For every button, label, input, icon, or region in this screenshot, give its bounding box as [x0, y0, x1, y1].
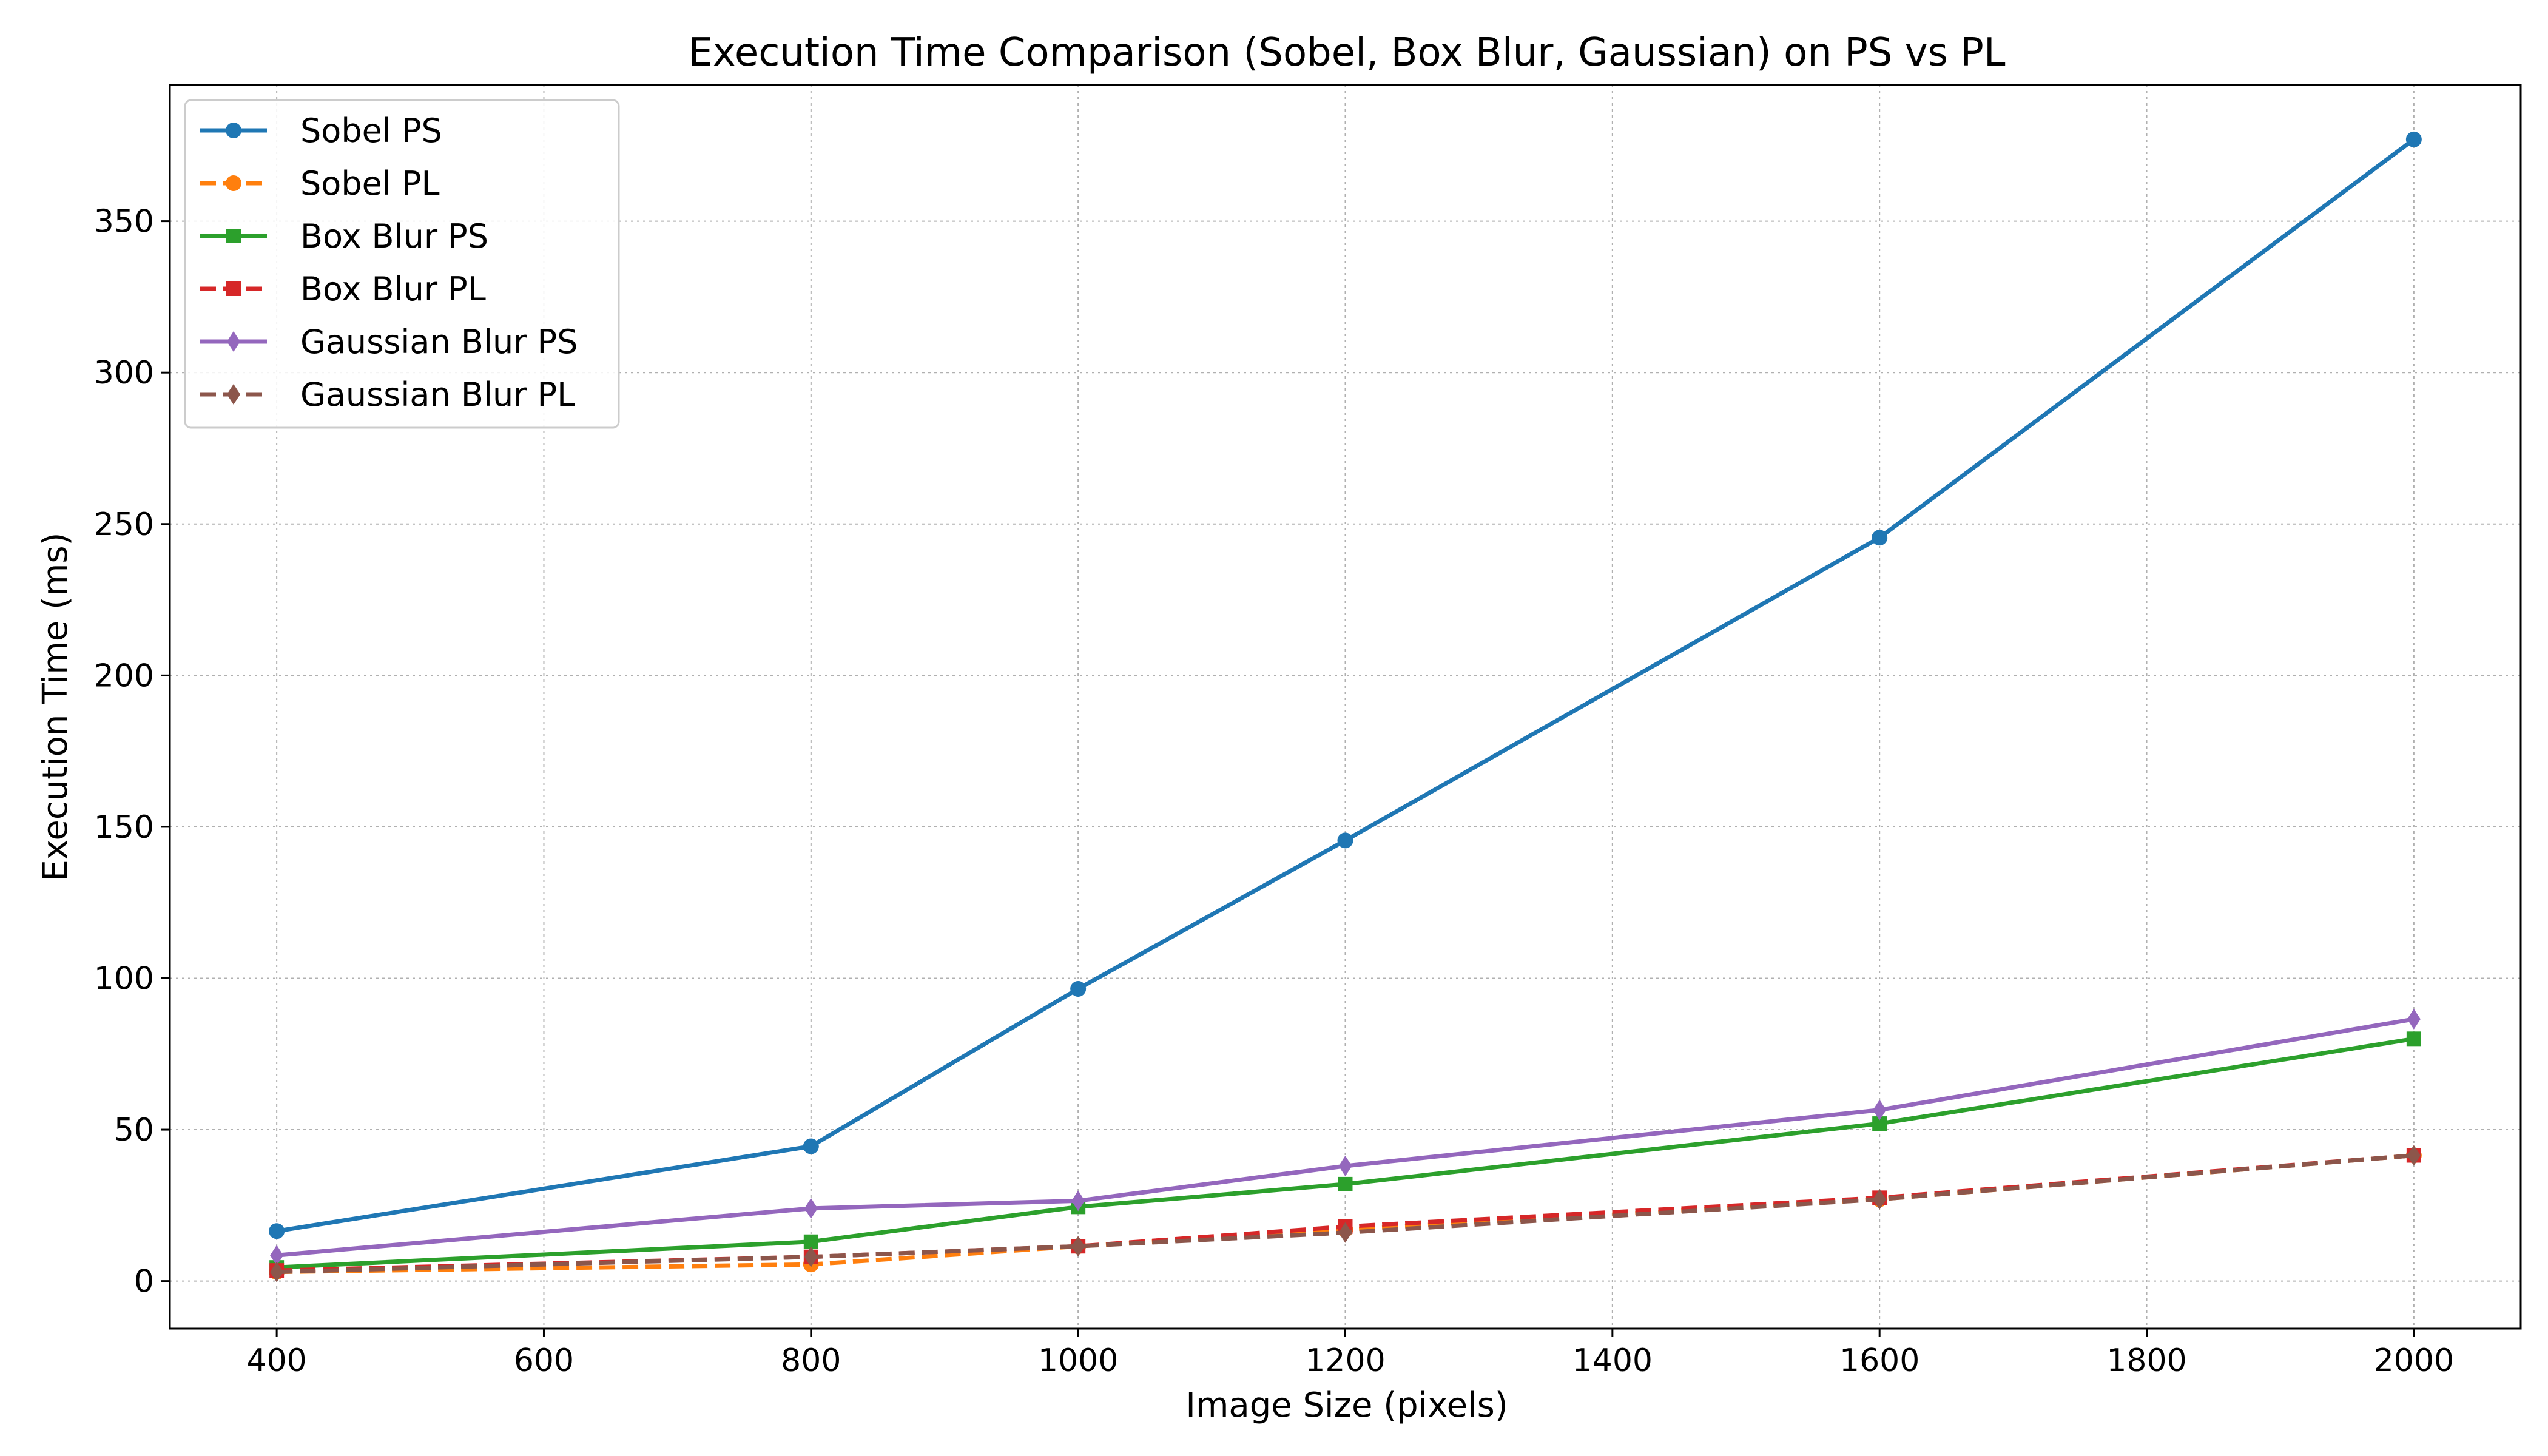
- data-point: [1071, 1190, 1085, 1212]
- data-point: [269, 1223, 285, 1239]
- data-point: [1338, 1155, 1352, 1176]
- data-point: [270, 1245, 284, 1266]
- data-point: [1873, 1188, 1887, 1210]
- x-tick-label: 600: [514, 1343, 574, 1379]
- legend-label: Box Blur PS: [300, 217, 488, 255]
- data-point: [1071, 1236, 1085, 1257]
- legend-marker: [226, 229, 241, 243]
- legend-marker: [227, 331, 240, 352]
- data-point: [1070, 980, 1087, 997]
- legend-item: Gaussian Blur PS: [200, 323, 578, 361]
- data-point: [2407, 1145, 2421, 1166]
- data-point: [1338, 1222, 1352, 1243]
- y-tick-label: 300: [94, 355, 154, 391]
- data-point: [1872, 530, 1888, 546]
- legend-item: Box Blur PS: [200, 217, 488, 255]
- data-point: [1337, 832, 1353, 849]
- x-tick-label: 2000: [2374, 1343, 2454, 1379]
- legend-label: Gaussian Blur PL: [300, 376, 575, 414]
- series-gaussian-blur-ps: [270, 1008, 2421, 1266]
- y-tick-label: 200: [94, 658, 154, 694]
- x-tick-label: 800: [781, 1343, 841, 1379]
- legend-item: Sobel PL: [200, 164, 440, 203]
- series-line: [276, 138, 2415, 1233]
- data-point: [804, 1246, 818, 1267]
- data-point: [1338, 1176, 1353, 1191]
- legend-item: Sobel PS: [200, 112, 442, 150]
- plot-area: [269, 131, 2422, 1282]
- legend: Sobel PS Sobel PL Box Blur PS Box Blur PL Ga…: [184, 99, 620, 429]
- legend-box: [184, 99, 620, 429]
- legend-label: Gaussian Blur PS: [300, 323, 578, 361]
- legend-label: Sobel PL: [300, 164, 440, 203]
- series-line: [276, 1017, 2415, 1258]
- data-point: [270, 1261, 284, 1282]
- y-axis-label: Execution Time (ms): [36, 533, 75, 881]
- series-gaussian-blur-pl: [270, 1145, 2421, 1282]
- series-line: [276, 1036, 2415, 1270]
- x-tick-label: 1600: [1839, 1343, 1919, 1379]
- legend-label: Box Blur PL: [300, 270, 486, 308]
- legend-marker: [227, 384, 240, 405]
- axis-ticks: 400 600 800 1000 1200 1400 1600 1800 2000 0 50 100 1…: [94, 204, 2454, 1379]
- legend-marker: [226, 281, 241, 296]
- y-tick-label: 250: [94, 507, 154, 543]
- legend-marker: [226, 123, 241, 138]
- y-tick-label: 0: [134, 1264, 154, 1300]
- legend-label: Sobel PS: [300, 112, 442, 150]
- legend-marker: [226, 175, 241, 191]
- data-point: [804, 1198, 818, 1219]
- y-tick-label: 100: [94, 960, 154, 997]
- series-line: [277, 1153, 2415, 1275]
- x-tick-label: 1400: [1572, 1343, 1653, 1379]
- data-point: [803, 1138, 819, 1154]
- x-tick-label: 400: [247, 1343, 307, 1379]
- x-tick-label: 1800: [2106, 1343, 2186, 1379]
- data-point: [2407, 1008, 2421, 1030]
- data-point: [2405, 131, 2422, 147]
- series-sobel-ps: [269, 131, 2422, 1239]
- x-tick-label: 1000: [1038, 1343, 1118, 1379]
- y-tick-label: 350: [94, 204, 154, 240]
- x-tick-label: 1200: [1305, 1343, 1385, 1379]
- y-tick-label: 150: [94, 809, 154, 846]
- y-tick-label: 50: [114, 1112, 154, 1148]
- data-point: [2406, 1031, 2421, 1046]
- legend-item: Gaussian Blur PL: [200, 376, 575, 414]
- data-point: [1873, 1099, 1887, 1121]
- legend-item: Box Blur PL: [200, 270, 486, 308]
- chart-title: Execution Time Comparison (Sobel, Box Bl…: [688, 30, 2005, 75]
- x-axis-label: Image Size (pixels): [1185, 1386, 1508, 1425]
